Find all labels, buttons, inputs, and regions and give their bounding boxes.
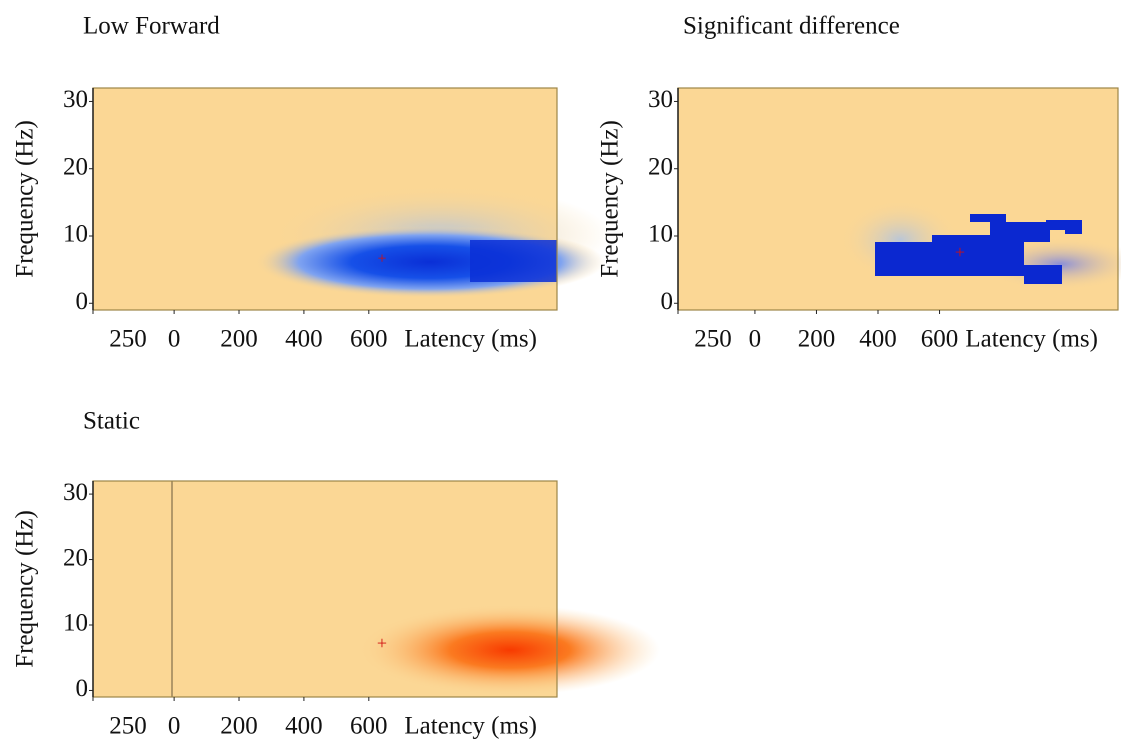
x-tick-label: 200 (220, 326, 258, 353)
marker: + (377, 251, 386, 268)
y-tick-label: 30 (63, 479, 88, 506)
x-tick-label: 400 (285, 713, 323, 740)
y-tick-label: 30 (648, 86, 673, 113)
heatmap-region (470, 240, 557, 282)
x-tick-label: 400 (859, 326, 897, 353)
marker: + (377, 633, 387, 653)
y-axis-label: Frequency (Hz) (12, 120, 39, 278)
x-tick-label: 250 (694, 326, 732, 353)
significance-mask (875, 214, 1082, 284)
y-tick-label: 0 (76, 288, 89, 315)
x-tick-label: 0 (168, 326, 181, 353)
y-axis-label: Frequency (Hz) (597, 120, 624, 278)
x-axis-label: Latency (ms) (965, 326, 1098, 353)
y-tick-label: 20 (63, 544, 88, 571)
x-axis-label: Latency (ms) (404, 326, 537, 353)
y-tick-label: 0 (76, 675, 89, 702)
x-tick-label: 600 (350, 326, 388, 353)
y-tick-label: 30 (63, 86, 88, 113)
y-axis-label: Frequency (Hz) (12, 510, 39, 668)
y-tick-label: 10 (648, 221, 673, 248)
chart-title: Static (83, 408, 140, 435)
x-axis-label: Latency (ms) (404, 713, 537, 740)
y-tick-label: 10 (63, 221, 88, 248)
x-tick-label: 0 (749, 326, 762, 353)
x-tick-label: 250 (109, 326, 147, 353)
y-tick-label: 10 (63, 610, 88, 637)
x-tick-label: 250 (109, 713, 147, 740)
x-tick-label: 600 (350, 713, 388, 740)
x-tick-label: 200 (798, 326, 836, 353)
chart-title: Low Forward (83, 13, 220, 40)
y-tick-label: 20 (648, 153, 673, 180)
x-tick-label: 0 (168, 713, 181, 740)
y-tick-label: 20 (63, 153, 88, 180)
x-tick-label: 600 (921, 326, 959, 353)
y-tick-label: 0 (661, 288, 674, 315)
chart-title: Significant difference (683, 13, 900, 40)
x-tick-label: 200 (220, 713, 258, 740)
marker: + (955, 242, 965, 262)
heatmap-region (360, 605, 660, 695)
x-tick-label: 400 (285, 326, 323, 353)
